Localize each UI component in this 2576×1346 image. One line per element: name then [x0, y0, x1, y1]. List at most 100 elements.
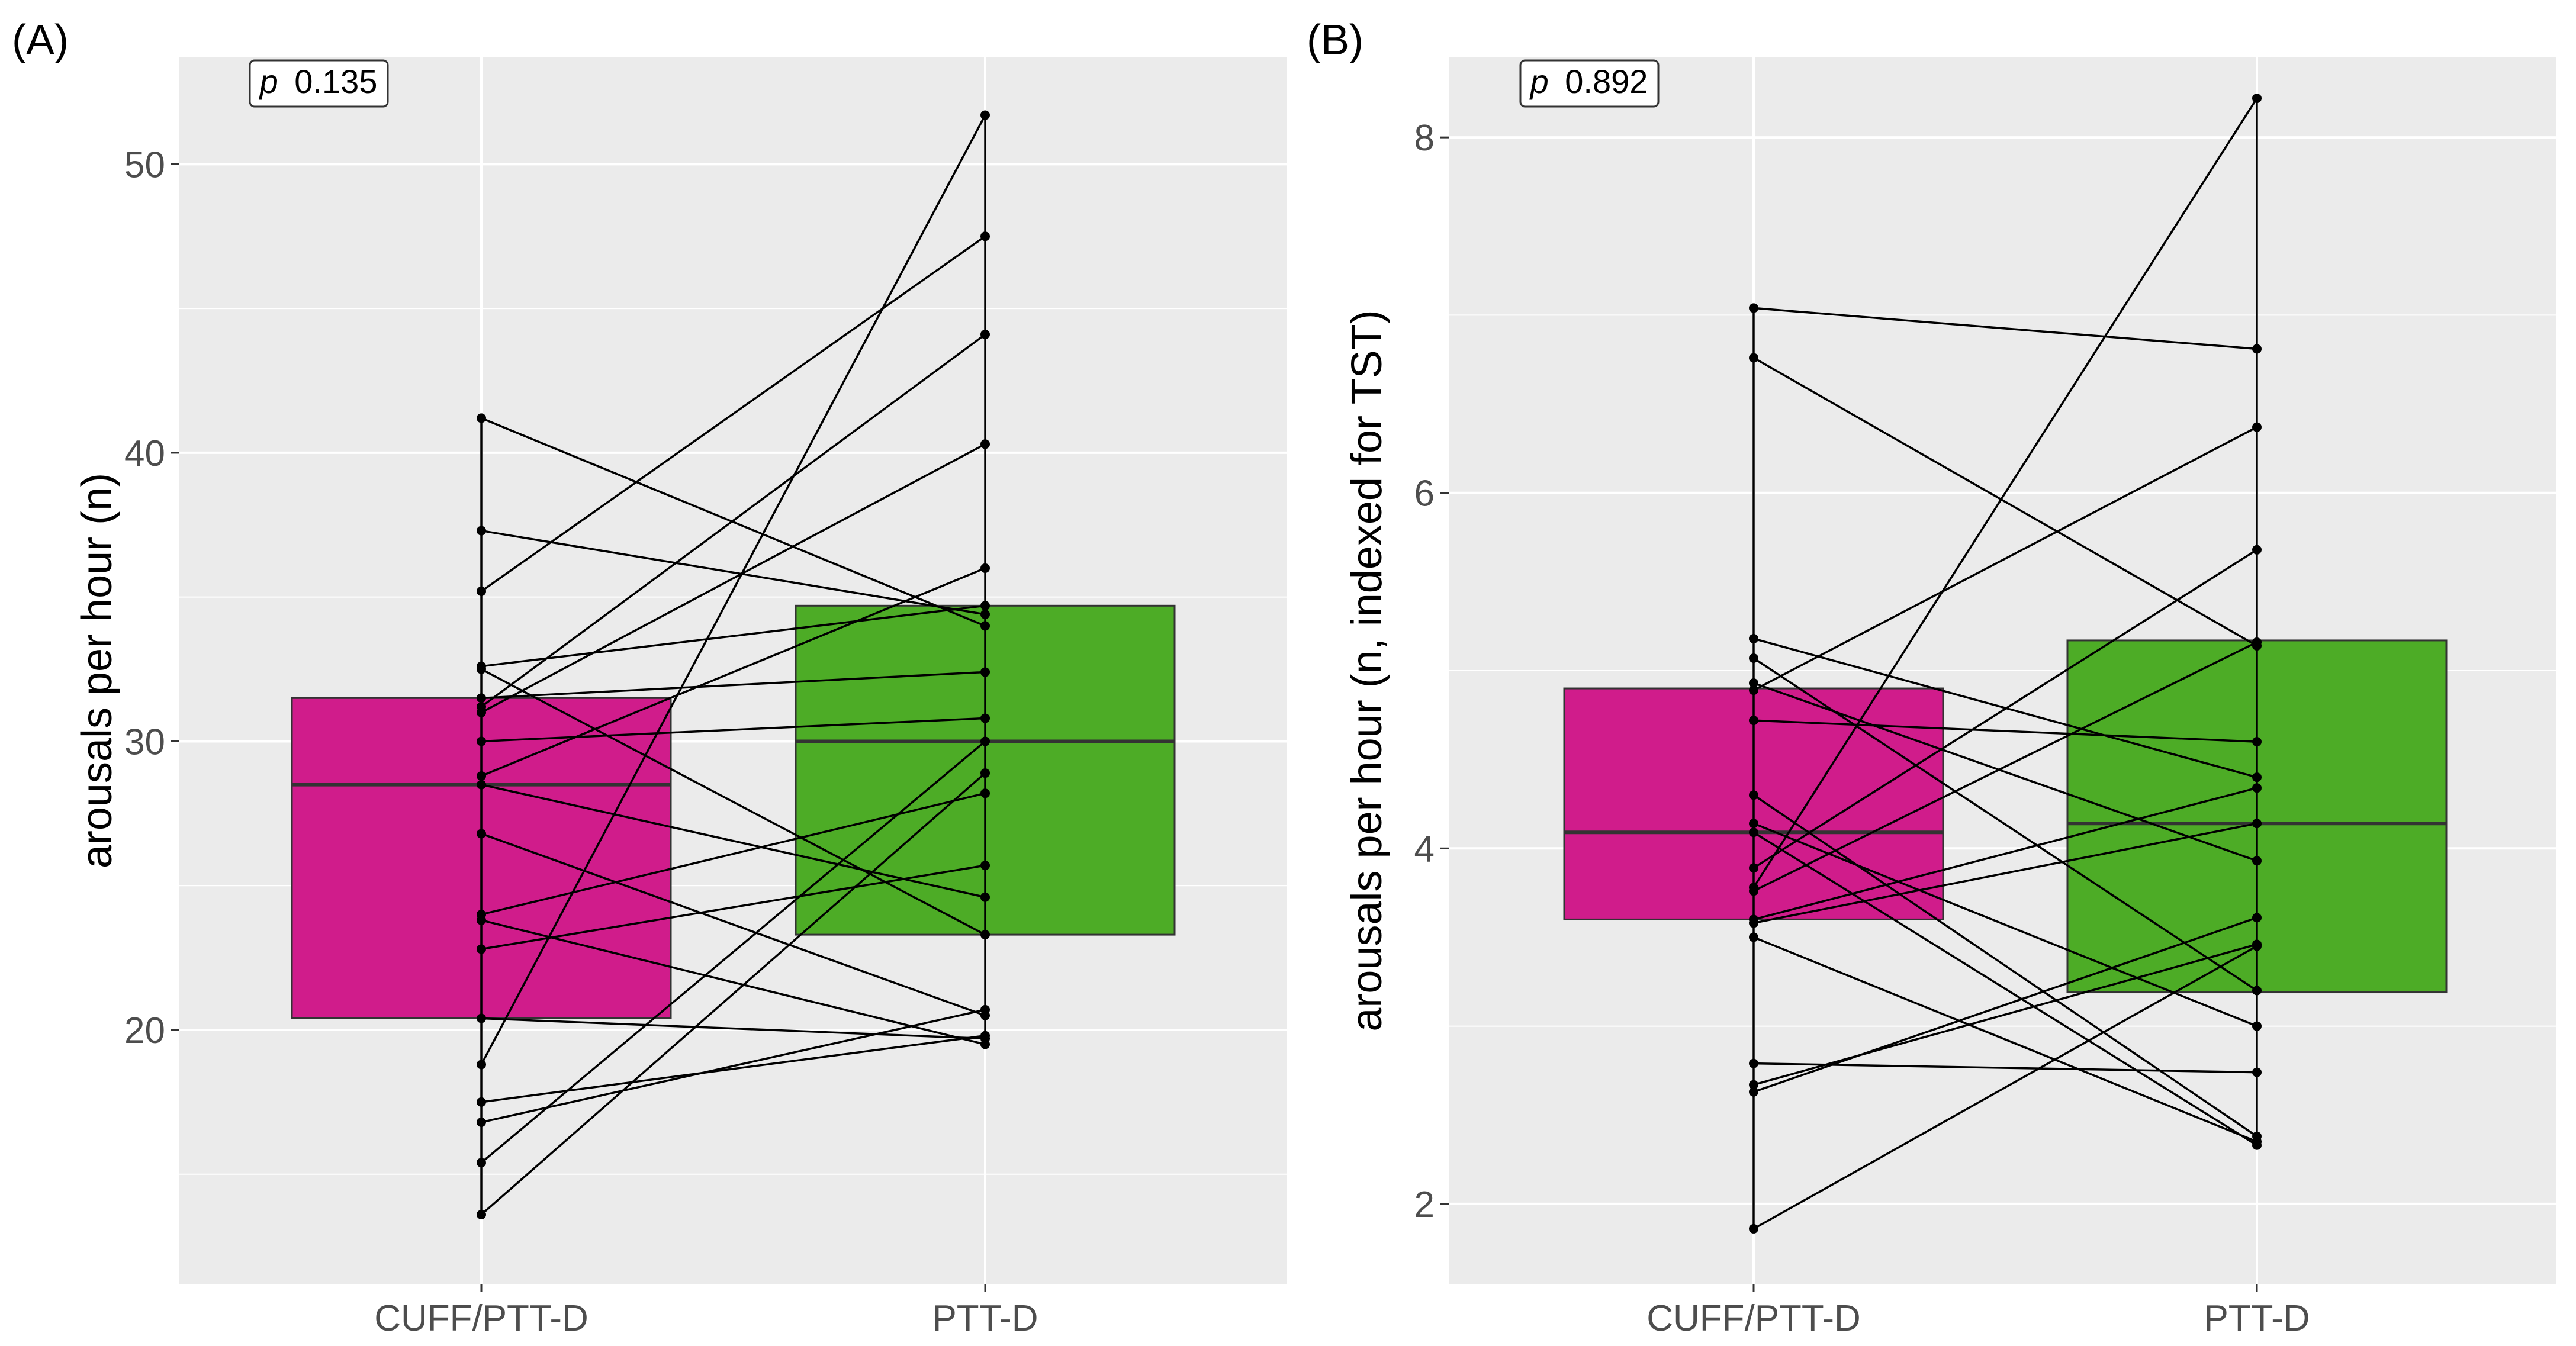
pair-line [481, 671, 986, 700]
pair-line [481, 832, 986, 1017]
data-point-ptt-d [980, 330, 990, 340]
data-point-cuff-ptt-d [477, 829, 486, 839]
data-point-ptt-d [980, 892, 990, 902]
data-point-cuff-ptt-d [477, 526, 486, 536]
data-point-cuff-ptt-d [1749, 819, 1758, 829]
data-point-cuff-ptt-d [477, 1097, 486, 1107]
y-tick-label: 50 [124, 144, 165, 185]
p-value-b: 0.892 [1565, 63, 1648, 100]
pair-line [1753, 787, 2257, 921]
data-point-ptt-d [2252, 1067, 2262, 1077]
data-point-ptt-d [980, 930, 990, 940]
pair-line [481, 919, 986, 1046]
y-axis-title-a: arousals per hour (n) [73, 473, 121, 868]
data-point-cuff-ptt-d [1749, 633, 1758, 643]
pair-line [1753, 822, 2257, 925]
data-point-ptt-d [2252, 637, 2262, 647]
data-point-cuff-ptt-d [477, 707, 486, 717]
data-point-ptt-d [2252, 422, 2262, 432]
p-value-box-b: p 0.892 [1519, 59, 1660, 108]
data-point-ptt-d [2252, 545, 2262, 555]
data-point-ptt-d [2252, 344, 2262, 354]
p-value-a: 0.135 [294, 63, 377, 100]
data-point-cuff-ptt-d [477, 413, 486, 423]
x-tick-label-cuff-b: CUFF/PTT-D [1646, 1298, 1861, 1339]
data-point-cuff-ptt-d [477, 915, 486, 925]
data-point-ptt-d [980, 231, 990, 241]
data-point-cuff-ptt-d [1749, 790, 1758, 800]
pair-line [1753, 719, 2257, 743]
paired-lines-b [1752, 98, 2258, 1230]
data-point-ptt-d [2252, 819, 2262, 829]
data-point-ptt-d [2252, 913, 2262, 923]
pair-line [1753, 426, 2257, 691]
data-point-ptt-d [2252, 986, 2262, 996]
data-point-cuff-ptt-d [1749, 653, 1758, 663]
pair-line [1753, 794, 2257, 1138]
pair-line [1753, 307, 2257, 350]
x-tick-label-cuff-a: CUFF/PTT-D [374, 1298, 588, 1339]
pair-line [1753, 936, 2257, 1143]
y-axis-ticks-b: 2 4 6 8 [1414, 118, 2258, 1292]
pair-line [1753, 945, 2257, 1230]
panel-label-a: (A) [12, 17, 69, 64]
pair-line [1753, 831, 2257, 1147]
p-value-box-a: p 0.135 [249, 59, 389, 108]
data-point-cuff-ptt-d [477, 586, 486, 596]
y-tick-label: 6 [1414, 474, 1435, 514]
data-point-cuff-ptt-d [1749, 685, 1758, 695]
data-point-cuff-ptt-d [1749, 863, 1758, 873]
data-point-ptt-d [980, 736, 990, 746]
x-axis-labels-a: CUFF/PTT-D PTT-D [374, 1298, 1038, 1339]
pair-line [1753, 1062, 2257, 1074]
pair-line [481, 864, 986, 951]
data-point-cuff-ptt-d [1749, 353, 1758, 363]
pair-line [481, 1017, 986, 1040]
y-tick-label: 4 [1414, 829, 1435, 870]
data-point-ptt-d [2252, 941, 2262, 951]
data-point-ptt-d [980, 439, 990, 449]
data-point-ptt-d [2252, 856, 2262, 866]
pair-line [1753, 641, 2257, 892]
data-point-ptt-d [980, 768, 990, 778]
data-point-cuff-ptt-d [477, 1158, 486, 1168]
data-point-cuff-ptt-d [1749, 918, 1758, 928]
points-a [477, 110, 990, 1219]
data-point-ptt-d [980, 667, 990, 677]
x-tick-label-ptt-a: PTT-D [932, 1298, 1038, 1339]
data-point-cuff-ptt-d [477, 1060, 486, 1070]
svg-text:p 0.892: p 0.892 [1529, 63, 1648, 100]
points-b [1749, 94, 2262, 1234]
data-point-cuff-ptt-d [477, 771, 486, 781]
data-point-cuff-ptt-d [477, 1117, 486, 1127]
data-point-ptt-d [980, 861, 990, 871]
svg-text:p 0.135: p 0.135 [259, 63, 378, 100]
panel-a: (A) 20 30 40 50 CUFF/PTT-D PTT-D arousals p… [12, 17, 1287, 1339]
pair-line [480, 235, 986, 593]
data-point-ptt-d [2252, 1136, 2262, 1147]
pair-line [480, 114, 986, 1065]
data-point-cuff-ptt-d [1749, 1058, 1758, 1068]
pair-line [481, 717, 986, 743]
panel-label-b: (B) [1307, 17, 1363, 64]
data-point-cuff-ptt-d [477, 780, 486, 790]
data-point-cuff-ptt-d [1749, 1080, 1758, 1090]
data-point-cuff-ptt-d [477, 1013, 486, 1023]
data-point-ptt-d [2252, 772, 2262, 783]
y-tick-label: 30 [124, 722, 165, 762]
data-point-cuff-ptt-d [1749, 1223, 1758, 1234]
y-axis-ticks-a: 20 30 40 50 [124, 144, 986, 1292]
data-point-ptt-d [980, 110, 990, 120]
pair-line [481, 668, 986, 936]
data-point-cuff-ptt-d [477, 1209, 486, 1219]
data-point-ptt-d [980, 563, 990, 573]
paired-lines-a [480, 114, 986, 1216]
y-axis-title-b: arousals per hour (n, indexed for TST) [1343, 310, 1391, 1031]
pair-line [481, 604, 986, 668]
y-tick-label: 40 [124, 433, 165, 474]
p-label-a: p [259, 63, 278, 100]
data-point-ptt-d [980, 1031, 990, 1041]
p-label-b: p [1529, 63, 1549, 100]
data-point-cuff-ptt-d [477, 664, 486, 674]
